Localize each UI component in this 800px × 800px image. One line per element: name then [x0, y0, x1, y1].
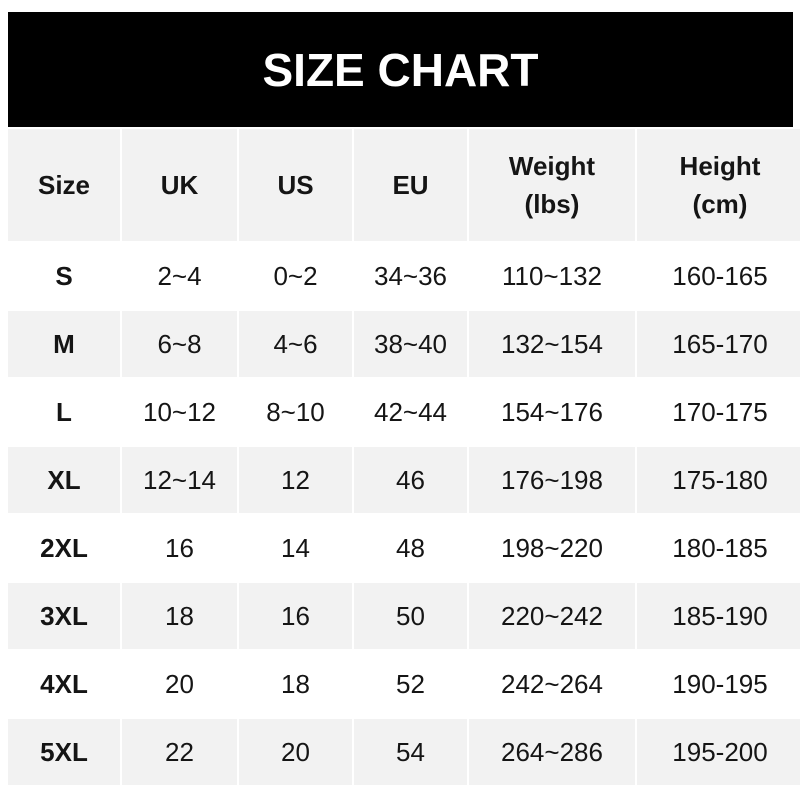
table-cell: 22 — [120, 717, 238, 785]
table-row: M 6~8 4~6 38~40 132~154 165-170 — [8, 309, 800, 378]
table-cell: 18 — [120, 581, 238, 650]
table-cell: 48 — [352, 513, 468, 582]
size-table: Size UK US EU Weight (lbs) Height (cm) S 2~4 0~… — [8, 127, 800, 785]
table-cell: 46 — [352, 445, 468, 514]
table-cell: 180-185 — [635, 513, 800, 582]
table-cell: 185-190 — [635, 581, 800, 650]
size-cell: 2XL — [8, 513, 121, 582]
table-cell: 8~10 — [237, 377, 353, 446]
header-row: Size UK US EU Weight (lbs) Height (cm) — [8, 127, 800, 242]
table-cell: 34~36 — [352, 241, 468, 310]
column-header: EU — [352, 127, 468, 242]
table-cell: 175-180 — [635, 445, 800, 514]
column-header: UK — [120, 127, 238, 242]
table-cell: 242~264 — [467, 649, 636, 718]
table-cell: 10~12 — [120, 377, 238, 446]
size-cell: 3XL — [8, 581, 121, 650]
table-row: 2XL 16 14 48 198~220 180-185 — [8, 513, 800, 582]
table-row: 3XL 18 16 50 220~242 185-190 — [8, 581, 800, 650]
table-cell: 12 — [237, 445, 353, 514]
table-cell: 42~44 — [352, 377, 468, 446]
table-cell: 198~220 — [467, 513, 636, 582]
size-cell: L — [8, 377, 121, 446]
size-cell: XL — [8, 445, 121, 514]
table-cell: 154~176 — [467, 377, 636, 446]
column-header: Height (cm) — [635, 127, 800, 242]
table-cell: 50 — [352, 581, 468, 650]
table-cell: 190-195 — [635, 649, 800, 718]
table-row: XL 12~14 12 46 176~198 175-180 — [8, 445, 800, 514]
table-cell: 160-165 — [635, 241, 800, 310]
table-cell: 195-200 — [635, 717, 800, 785]
table-cell: 132~154 — [467, 309, 636, 378]
column-header: Weight (lbs) — [467, 127, 636, 242]
table-cell: 0~2 — [237, 241, 353, 310]
table-cell: 20 — [237, 717, 353, 785]
table-cell: 18 — [237, 649, 353, 718]
size-cell: 4XL — [8, 649, 121, 718]
table-cell: 220~242 — [467, 581, 636, 650]
table-cell: 16 — [120, 513, 238, 582]
table-cell: 165-170 — [635, 309, 800, 378]
table-cell: 170-175 — [635, 377, 800, 446]
table-cell: 110~132 — [467, 241, 636, 310]
size-cell: S — [8, 241, 121, 310]
table-cell: 4~6 — [237, 309, 353, 378]
chart-title: SIZE CHART — [8, 12, 793, 127]
table-cell: 12~14 — [120, 445, 238, 514]
table-cell: 6~8 — [120, 309, 238, 378]
size-cell: 5XL — [8, 717, 121, 785]
table-cell: 14 — [237, 513, 353, 582]
table-cell: 16 — [237, 581, 353, 650]
column-header: US — [237, 127, 353, 242]
table-row: 4XL 20 18 52 242~264 190-195 — [8, 649, 800, 718]
column-header: Size — [8, 127, 121, 242]
size-cell: M — [8, 309, 121, 378]
table-cell: 176~198 — [467, 445, 636, 514]
table-cell: 52 — [352, 649, 468, 718]
table-row: L 10~12 8~10 42~44 154~176 170-175 — [8, 377, 800, 446]
table-cell: 20 — [120, 649, 238, 718]
table-cell: 38~40 — [352, 309, 468, 378]
table-row: S 2~4 0~2 34~36 110~132 160-165 — [8, 241, 800, 310]
table-cell: 264~286 — [467, 717, 636, 785]
table-cell: 2~4 — [120, 241, 238, 310]
table-row: 5XL 22 20 54 264~286 195-200 — [8, 717, 800, 785]
table-cell: 54 — [352, 717, 468, 785]
